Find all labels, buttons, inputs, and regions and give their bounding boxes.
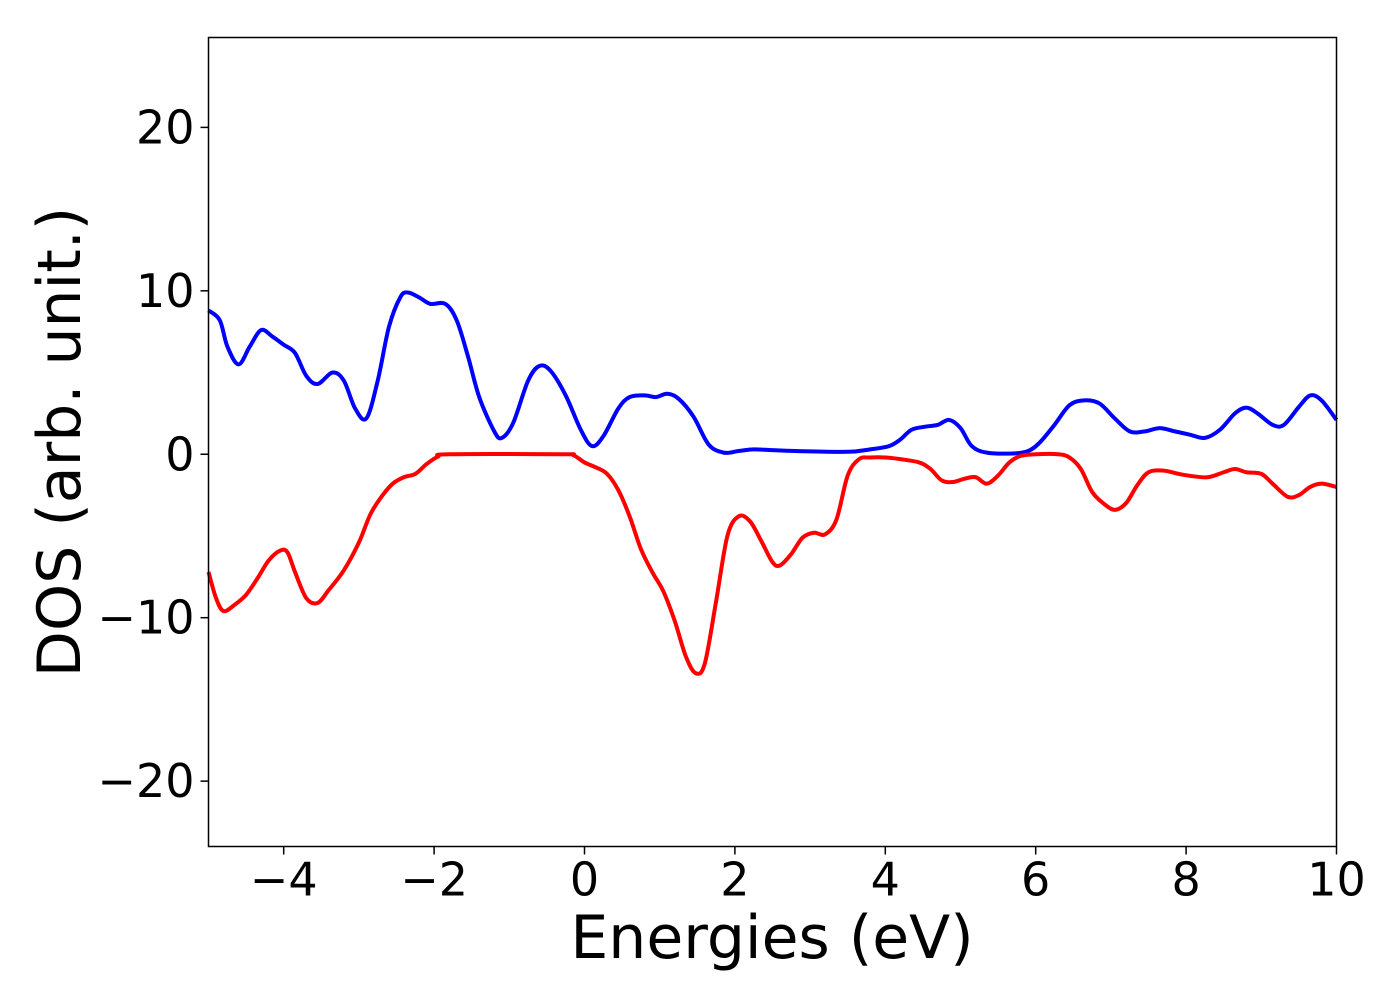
y-tick-label: 0: [165, 427, 194, 481]
x-axis-title: Energies (eV): [570, 903, 973, 973]
x-tick-label: 0: [570, 853, 599, 907]
plot-frame: [207, 36, 1338, 848]
series-line-2: [206, 451, 1337, 676]
y-axis-title: DOS (arb. unit.): [25, 207, 95, 677]
x-tick-label: 2: [720, 853, 749, 907]
x-tick-label: 4: [871, 853, 900, 907]
y-tick-label: −10: [97, 591, 194, 645]
series-layer: [206, 290, 1339, 676]
x-tick-label: 10: [1307, 853, 1366, 907]
x-tick-label: 8: [1171, 853, 1200, 907]
y-tick-label: 20: [136, 100, 195, 154]
x-tick-label: −4: [250, 853, 318, 907]
y-tick-label: −20: [97, 754, 194, 808]
series-line-1: [207, 290, 1339, 456]
x-tick-label: −2: [400, 853, 468, 907]
y-tick-label: 10: [136, 264, 195, 318]
x-tick-label: 6: [1021, 853, 1050, 907]
